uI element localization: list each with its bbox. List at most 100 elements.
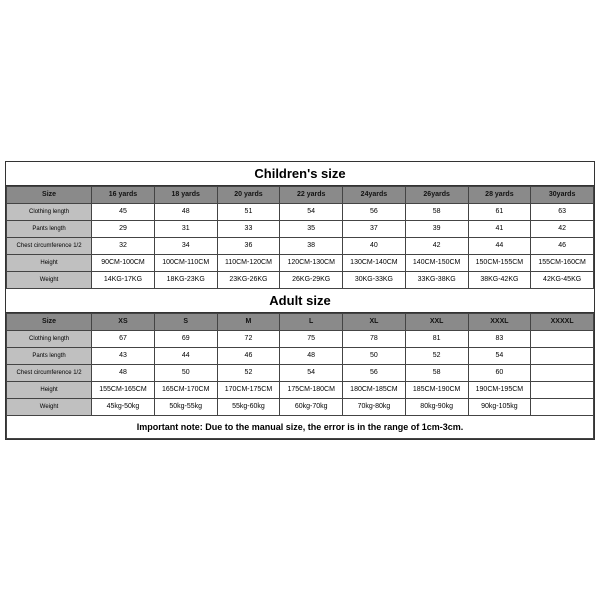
cell: 33	[217, 220, 280, 237]
cell: 61	[468, 203, 531, 220]
row-weight: Weight	[7, 398, 92, 415]
table-row: Chest circumference 1/2 32 34 36 38 40 4…	[7, 237, 594, 254]
row-chest-circ: Chest circumference 1/2	[7, 364, 92, 381]
col-28yards: 28 yards	[468, 186, 531, 203]
cell: 39	[405, 220, 468, 237]
col-size: Size	[7, 186, 92, 203]
cell: 120CM-130CM	[280, 254, 343, 271]
row-weight: Weight	[7, 271, 92, 288]
cell: 34	[154, 237, 217, 254]
cell: 80kg-90kg	[405, 398, 468, 415]
cell: 100CM-110CM	[154, 254, 217, 271]
cell: 54	[468, 347, 531, 364]
cell	[531, 330, 594, 347]
col-size: Size	[7, 313, 92, 330]
cell: 78	[343, 330, 406, 347]
cell: 180CM-185CM	[343, 381, 406, 398]
cell: 44	[468, 237, 531, 254]
row-pants-length: Pants length	[7, 347, 92, 364]
cell: 35	[280, 220, 343, 237]
children-title: Children's size	[6, 162, 594, 186]
cell: 54	[280, 364, 343, 381]
cell: 38	[280, 237, 343, 254]
cell: 31	[154, 220, 217, 237]
note-row: Important note: Due to the manual size, …	[7, 415, 594, 438]
cell: 30KG-33KG	[343, 271, 406, 288]
col-s: S	[154, 313, 217, 330]
cell: 50kg-55kg	[154, 398, 217, 415]
cell: 42	[531, 220, 594, 237]
col-xl: XL	[343, 313, 406, 330]
cell: 18KG-23KG	[154, 271, 217, 288]
col-xxxl: XXXL	[468, 313, 531, 330]
table-row: Height 90CM-100CM 100CM-110CM 110CM-120C…	[7, 254, 594, 271]
col-xs: XS	[92, 313, 155, 330]
cell: 60kg-70kg	[280, 398, 343, 415]
table-row: Chest circumference 1/2 48 50 52 54 56 5…	[7, 364, 594, 381]
cell: 55kg-60kg	[217, 398, 280, 415]
cell: 42KG-45KG	[531, 271, 594, 288]
col-18yards: 18 yards	[154, 186, 217, 203]
table-row: Pants length 43 44 46 48 50 52 54	[7, 347, 594, 364]
cell	[531, 364, 594, 381]
row-height: Height	[7, 381, 92, 398]
col-xxxxl: XXXXL	[531, 313, 594, 330]
cell: 83	[468, 330, 531, 347]
cell: 33KG-38KG	[405, 271, 468, 288]
col-20yards: 20 yards	[217, 186, 280, 203]
cell: 69	[154, 330, 217, 347]
cell: 63	[531, 203, 594, 220]
cell: 110CM-120CM	[217, 254, 280, 271]
cell: 37	[343, 220, 406, 237]
cell: 23KG-26KG	[217, 271, 280, 288]
col-xxl: XXL	[405, 313, 468, 330]
cell: 140CM-150CM	[405, 254, 468, 271]
cell: 150CM-155CM	[468, 254, 531, 271]
cell: 42	[405, 237, 468, 254]
row-clothing-length: Clothing length	[7, 203, 92, 220]
cell: 40	[343, 237, 406, 254]
cell: 45kg-50kg	[92, 398, 155, 415]
cell: 165CM-170CM	[154, 381, 217, 398]
cell: 90kg-105kg	[468, 398, 531, 415]
row-pants-length: Pants length	[7, 220, 92, 237]
cell: 46	[531, 237, 594, 254]
cell: 50	[343, 347, 406, 364]
row-chest-circ: Chest circumference 1/2	[7, 237, 92, 254]
cell: 38KG-42KG	[468, 271, 531, 288]
cell: 56	[343, 203, 406, 220]
cell: 46	[217, 347, 280, 364]
cell: 56	[343, 364, 406, 381]
row-clothing-length: Clothing length	[7, 330, 92, 347]
important-note: Important note: Due to the manual size, …	[7, 415, 594, 438]
cell: 58	[405, 203, 468, 220]
cell: 75	[280, 330, 343, 347]
adult-header-row: Size XS S M L XL XXL XXXL XXXXL	[7, 313, 594, 330]
cell: 60	[468, 364, 531, 381]
cell: 51	[217, 203, 280, 220]
cell	[531, 398, 594, 415]
cell	[531, 347, 594, 364]
col-30yards: 30yards	[531, 186, 594, 203]
cell: 48	[154, 203, 217, 220]
cell: 81	[405, 330, 468, 347]
cell: 48	[92, 364, 155, 381]
col-26yards: 26yards	[405, 186, 468, 203]
children-table: Size 16 yards 18 yards 20 yards 22 yards…	[6, 186, 594, 289]
cell: 52	[405, 347, 468, 364]
cell: 48	[280, 347, 343, 364]
cell: 175CM-180CM	[280, 381, 343, 398]
cell: 43	[92, 347, 155, 364]
cell: 52	[217, 364, 280, 381]
row-height: Height	[7, 254, 92, 271]
col-m: M	[217, 313, 280, 330]
table-row: Weight 14KG-17KG 18KG-23KG 23KG-26KG 26K…	[7, 271, 594, 288]
cell: 155CM-160CM	[531, 254, 594, 271]
table-row: Weight 45kg-50kg 50kg-55kg 55kg-60kg 60k…	[7, 398, 594, 415]
cell: 26KG-29KG	[280, 271, 343, 288]
cell: 29	[92, 220, 155, 237]
adult-table: Size XS S M L XL XXL XXXL XXXXL Clothing…	[6, 313, 594, 439]
cell: 32	[92, 237, 155, 254]
cell: 14KG-17KG	[92, 271, 155, 288]
cell: 190CM-195CM	[468, 381, 531, 398]
